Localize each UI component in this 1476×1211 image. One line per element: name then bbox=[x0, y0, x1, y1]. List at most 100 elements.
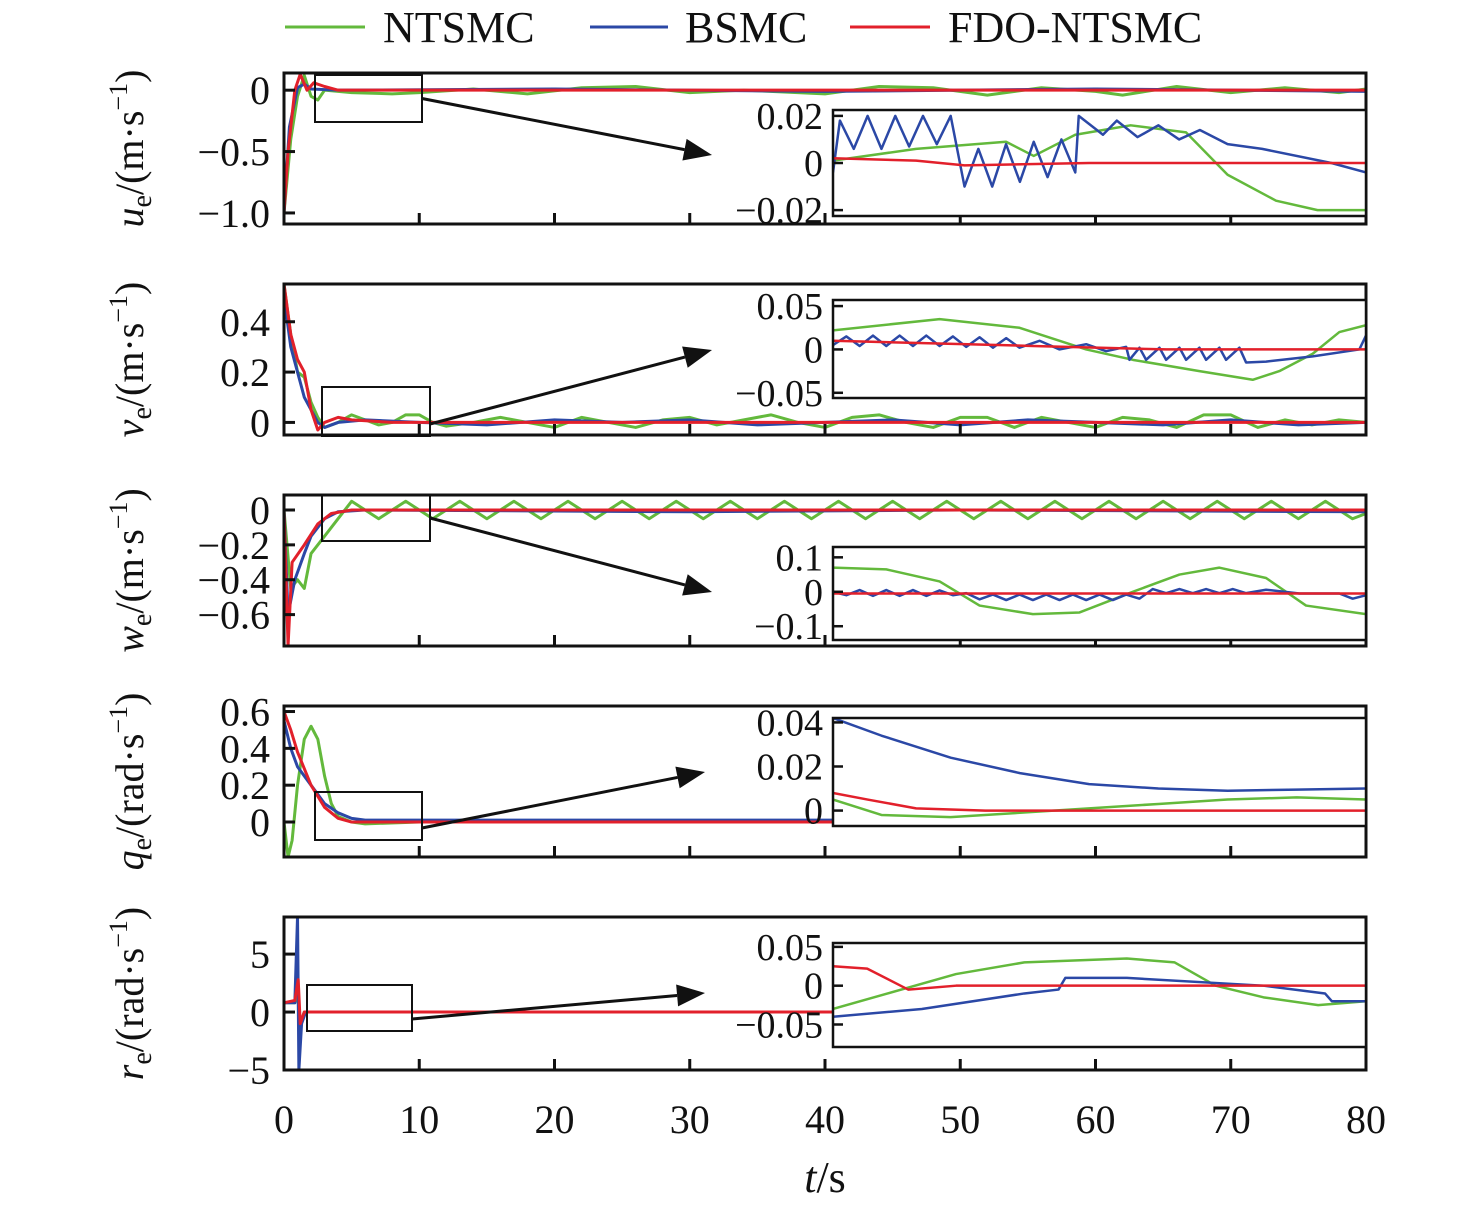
zoom-arrow bbox=[421, 775, 678, 830]
series-line-fdo-ntsmc bbox=[284, 508, 1366, 646]
inset-series-line-ntsmc bbox=[833, 317, 1366, 382]
series-line-fdo-ntsmc bbox=[284, 73, 1366, 214]
inset-series-line-fdo-ntsmc bbox=[833, 791, 1366, 812]
y-tick-label: 0.2 bbox=[220, 350, 270, 395]
series-group bbox=[284, 284, 1366, 432]
inset-y-tick-label: −0.05 bbox=[735, 1004, 823, 1046]
zoom-region-box bbox=[306, 984, 413, 1032]
inset-series-line-ntsmc bbox=[833, 566, 1366, 616]
x-tick-label: 30 bbox=[670, 1097, 710, 1142]
inset-y-tick-label: 0.1 bbox=[776, 537, 824, 579]
y-axis-label: ue/(m·s−1) bbox=[104, 70, 158, 228]
x-axis: 0 10 20 30 40 50 60 70 80 bbox=[274, 1097, 1386, 1142]
panel-we: 0−0.2−0.4−0.6we/(m·s−1)0.10−0.1 bbox=[104, 488, 1368, 653]
inset-y-tick-label: −0.1 bbox=[754, 606, 823, 648]
zoom-region-box bbox=[314, 791, 423, 841]
series-line-ntsmc bbox=[284, 724, 1366, 857]
inset-series-line-ntsmc bbox=[833, 124, 1366, 212]
inset-frame bbox=[831, 941, 1368, 1049]
arrow-head-icon bbox=[682, 138, 712, 161]
inset-frame bbox=[831, 545, 1368, 642]
y-tick-label: 0.6 bbox=[220, 690, 270, 735]
y-tick-label: −0.4 bbox=[197, 558, 270, 603]
inset-series-line-fdo-ntsmc bbox=[833, 157, 1366, 167]
y-axis-label: we/(m·s−1) bbox=[104, 488, 158, 653]
inset-series-line-fdo-ntsmc bbox=[833, 965, 1366, 991]
inset-y-tick-label: 0.04 bbox=[757, 702, 824, 744]
inset-series-line-bsmc bbox=[833, 976, 1366, 1018]
inset-y-tick-label: 0 bbox=[804, 966, 823, 1008]
zoom-inset: 0.10−0.1 bbox=[754, 537, 1368, 648]
inset-y-tick-label: 0 bbox=[804, 791, 823, 833]
series-line-bsmc bbox=[284, 720, 1366, 822]
y-tick-label: −1.0 bbox=[197, 191, 270, 236]
inset-series-line-ntsmc bbox=[833, 957, 1366, 1011]
series-line-fdo-ntsmc bbox=[284, 284, 1366, 432]
y-axis-label: ve/(m·s−1) bbox=[104, 282, 158, 438]
y-axis-label: qe/(rad·s−1) bbox=[104, 693, 158, 871]
zoom-arrow bbox=[429, 355, 686, 426]
y-tick-label: 0 bbox=[250, 400, 270, 445]
zoom-inset: 0.050−0.05 bbox=[735, 286, 1368, 415]
zoom-inset: 0.050−0.05 bbox=[735, 927, 1368, 1049]
zoom-arrow bbox=[429, 516, 686, 587]
x-tick-label: 50 bbox=[940, 1097, 980, 1142]
y-tick-label: 0.4 bbox=[220, 726, 270, 771]
y-tick-label: −0.2 bbox=[197, 523, 270, 568]
inset-series-line-ntsmc bbox=[833, 796, 1366, 819]
inset-series-line-bsmc bbox=[833, 114, 1366, 188]
arrow-head-icon bbox=[682, 574, 712, 596]
x-tick-label: 70 bbox=[1211, 1097, 1251, 1142]
arrow-head-icon bbox=[676, 984, 705, 1007]
x-tick-label: 60 bbox=[1076, 1097, 1116, 1142]
inset-y-tick-label: −0.05 bbox=[735, 373, 823, 415]
y-axis-label: re/(rad·s−1) bbox=[104, 907, 158, 1080]
inset-series-line-bsmc bbox=[833, 718, 1366, 792]
zoom-arrow bbox=[421, 97, 685, 152]
inset-series-line-bsmc bbox=[833, 334, 1366, 364]
y-tick-label: 5 bbox=[250, 932, 270, 977]
x-tick-label: 0 bbox=[274, 1097, 294, 1142]
x-tick-label: 80 bbox=[1346, 1097, 1386, 1142]
series-line-ntsmc bbox=[284, 499, 1366, 590]
y-tick-label: 0 bbox=[250, 488, 270, 533]
y-tick-label: 0.2 bbox=[220, 763, 270, 808]
x-tick-label: 10 bbox=[399, 1097, 439, 1142]
inset-y-tick-label: 0 bbox=[804, 329, 823, 371]
y-tick-label: −0.6 bbox=[197, 593, 270, 638]
legend-label-ntsmc: NTSMC bbox=[383, 3, 535, 52]
y-tick-label: 0 bbox=[250, 990, 270, 1035]
series-line-fdo-ntsmc bbox=[284, 711, 1366, 824]
inset-y-tick-label: 0.02 bbox=[757, 746, 824, 788]
y-tick-label: 0 bbox=[250, 68, 270, 113]
x-tick-label: 20 bbox=[535, 1097, 575, 1142]
y-tick-label: 0.4 bbox=[220, 300, 270, 345]
x-axis-label: t/s bbox=[804, 1153, 846, 1202]
inset-y-tick-label: 0 bbox=[804, 143, 823, 185]
zoom-arrow bbox=[411, 993, 678, 1021]
inset-y-tick-label: 0 bbox=[804, 572, 823, 614]
inset-y-tick-label: −0.02 bbox=[735, 190, 823, 232]
zoom-inset: 0.040.020 bbox=[757, 702, 1368, 833]
zoom-inset: 0.02 0 −0.02 bbox=[735, 96, 1368, 232]
legend-label-bsmc: BSMC bbox=[685, 3, 807, 52]
inset-y-tick-label: 0.02 bbox=[757, 96, 824, 138]
zoom-region-box bbox=[321, 386, 431, 437]
y-tick-label: 0 bbox=[250, 800, 270, 845]
inset-y-tick-label: 0.05 bbox=[757, 286, 824, 328]
x-tick-label: 40 bbox=[805, 1097, 845, 1142]
legend-label-fdo-ntsmc: FDO-NTSMC bbox=[948, 3, 1202, 52]
zoom-region-box bbox=[314, 74, 423, 123]
arrow-head-icon bbox=[675, 766, 705, 789]
inset-y-tick-label: 0.05 bbox=[757, 927, 824, 969]
y-tick-label: −5 bbox=[227, 1048, 270, 1093]
y-tick-label: −0.5 bbox=[197, 130, 270, 175]
panel-ue: 0 −0.5 −1.0 ue/(m·s−1) 0.02 0 −0.02 bbox=[104, 68, 1368, 236]
series-group bbox=[284, 499, 1366, 646]
inset-series-line-fdo-ntsmc bbox=[833, 339, 1366, 351]
arrow-head-icon bbox=[682, 346, 712, 368]
panel-re: 50−5re/(rad·s−1)0.050−0.05 bbox=[104, 907, 1368, 1093]
series-group bbox=[284, 711, 1366, 857]
